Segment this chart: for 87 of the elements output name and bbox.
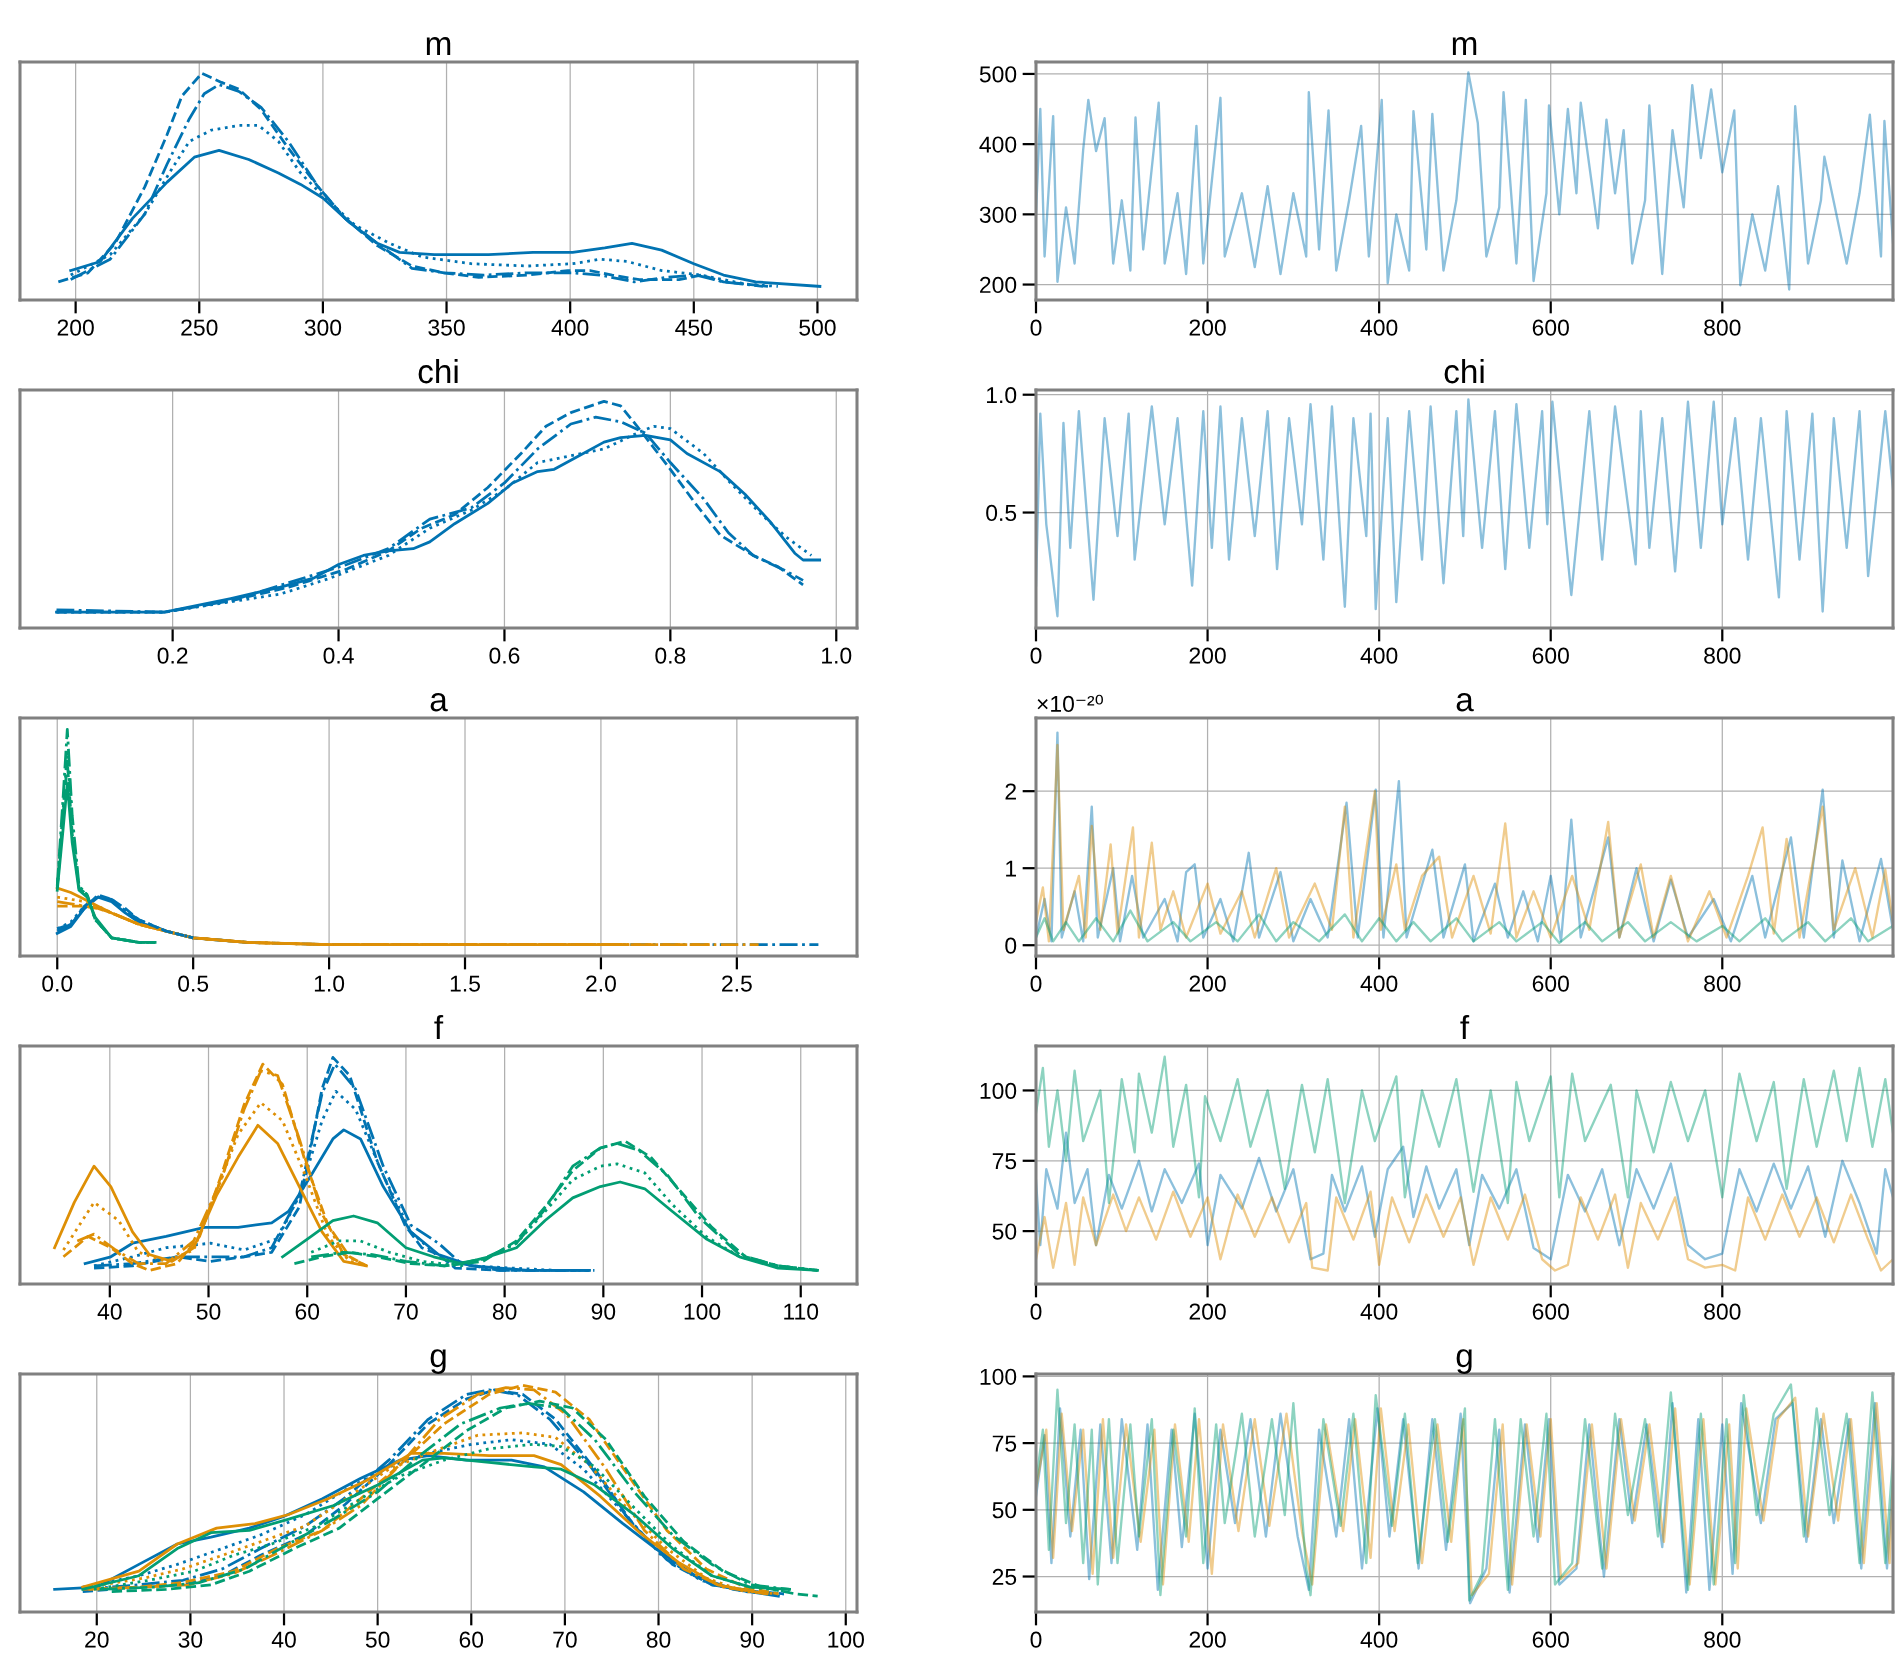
x-tick-label: 400 [551, 319, 589, 336]
chart-title: a [430, 693, 448, 712]
x-tick-label: 0.5 [178, 975, 209, 992]
x-tick-label: 800 [1704, 1303, 1741, 1320]
x-tick-label: 250 [181, 319, 218, 336]
x-tick-label: 200 [1189, 647, 1226, 664]
x-tick-label: 20 [85, 1631, 109, 1648]
x-tick-label: 1.0 [822, 647, 852, 664]
y-tick-label: 100 [980, 1368, 1017, 1385]
x-tick-label: 2.5 [722, 975, 752, 992]
x-tick-label: 0.0 [42, 975, 73, 992]
x-tick-label: 800 [1704, 1631, 1741, 1648]
x-tick-label: 0.2 [157, 647, 188, 664]
x-tick-label: 60 [459, 1631, 484, 1648]
y-tick-label: 500 [979, 66, 1017, 83]
x-tick-label: 70 [394, 1303, 418, 1320]
x-tick-label: 80 [492, 1303, 517, 1320]
x-tick-label: 90 [740, 1631, 764, 1648]
x-tick-label: 1.0 [314, 975, 345, 992]
chart-title: f [1460, 1014, 1470, 1040]
y-tick-label: 1.0 [987, 387, 1017, 404]
x-tick-label: 400 [1360, 647, 1398, 664]
y-tick-label: 75 [992, 1435, 1017, 1452]
x-tick-label: 40 [97, 1303, 122, 1320]
x-tick-label: 800 [1704, 319, 1741, 336]
y-tick-label: 75 [992, 1153, 1017, 1170]
x-tick-label: 400 [1360, 1631, 1398, 1648]
y-tick-label: 100 [980, 1082, 1017, 1099]
x-tick-label: 0 [1030, 975, 1042, 992]
y-tick-label: 1 [1006, 860, 1016, 877]
x-tick-label: 0.4 [323, 647, 354, 664]
chart-title: m [1452, 37, 1477, 56]
x-tick-label: 200 [57, 319, 94, 336]
y-tick-label: 2 [1005, 783, 1016, 800]
x-tick-label: 600 [1532, 1303, 1569, 1320]
x-tick-label: 90 [591, 1303, 616, 1320]
y-tick-label: 0 [1005, 937, 1017, 954]
x-tick-label: 300 [304, 319, 342, 336]
x-tick-label: 50 [365, 1631, 390, 1648]
y-tick-label: 50 [992, 1223, 1017, 1240]
x-tick-label: 70 [553, 1631, 577, 1648]
y-tick-label: 25 [992, 1568, 1017, 1586]
x-tick-label: 100 [684, 1303, 721, 1320]
y-tick-label: 200 [980, 276, 1017, 294]
x-tick-label: 600 [1532, 319, 1569, 336]
chart-title: chi [1444, 358, 1484, 384]
x-tick-label: 100 [828, 1631, 864, 1648]
x-tick-label: 450 [675, 319, 713, 336]
x-tick-label: 60 [295, 1303, 320, 1320]
x-tick-label: 200 [1189, 319, 1226, 336]
y-tick-label: 300 [979, 206, 1017, 223]
chart-title: g [430, 1349, 446, 1374]
x-tick-label: 0.6 [489, 647, 520, 664]
x-tick-label: 400 [1360, 1303, 1398, 1320]
x-tick-label: 40 [271, 1631, 296, 1648]
y-tick-label: 0.5 [986, 504, 1017, 522]
x-tick-label: 1.5 [450, 975, 480, 992]
x-tick-label: 800 [1704, 647, 1741, 664]
x-tick-label: 350 [428, 319, 465, 336]
x-tick-label: 400 [1360, 319, 1398, 336]
x-tick-label: 800 [1704, 975, 1741, 992]
x-tick-label: 80 [646, 1631, 671, 1648]
x-tick-label: 500 [799, 319, 836, 336]
chart-title: g [1456, 1349, 1472, 1374]
x-tick-label: 600 [1532, 1631, 1569, 1648]
x-tick-label: 0 [1030, 319, 1042, 336]
x-tick-label: 200 [1189, 975, 1226, 992]
x-tick-label: 30 [178, 1631, 203, 1648]
x-tick-label: 50 [196, 1303, 221, 1320]
x-tick-label: 600 [1532, 647, 1569, 664]
chart-title: chi [418, 358, 458, 384]
y-tick-label: 50 [992, 1502, 1017, 1519]
x-tick-label: 0 [1030, 1303, 1042, 1320]
x-tick-label: 0.8 [655, 647, 686, 664]
x-tick-label: 600 [1532, 975, 1569, 992]
text: ×10⁻²⁰ [1037, 694, 1103, 713]
chart-title: a [1456, 693, 1474, 712]
x-tick-label: 200 [1189, 1631, 1226, 1648]
x-tick-label: 400 [1360, 975, 1398, 992]
x-tick-label: 2.0 [586, 975, 616, 992]
x-tick-label: 0 [1030, 1631, 1042, 1648]
x-tick-label: 200 [1189, 1303, 1226, 1320]
chart-title: m [426, 37, 451, 56]
x-tick-label: 110 [784, 1303, 819, 1320]
chart-title: f [434, 1014, 444, 1040]
x-tick-label: 0 [1030, 647, 1042, 664]
y-tick-label: 400 [979, 136, 1017, 153]
